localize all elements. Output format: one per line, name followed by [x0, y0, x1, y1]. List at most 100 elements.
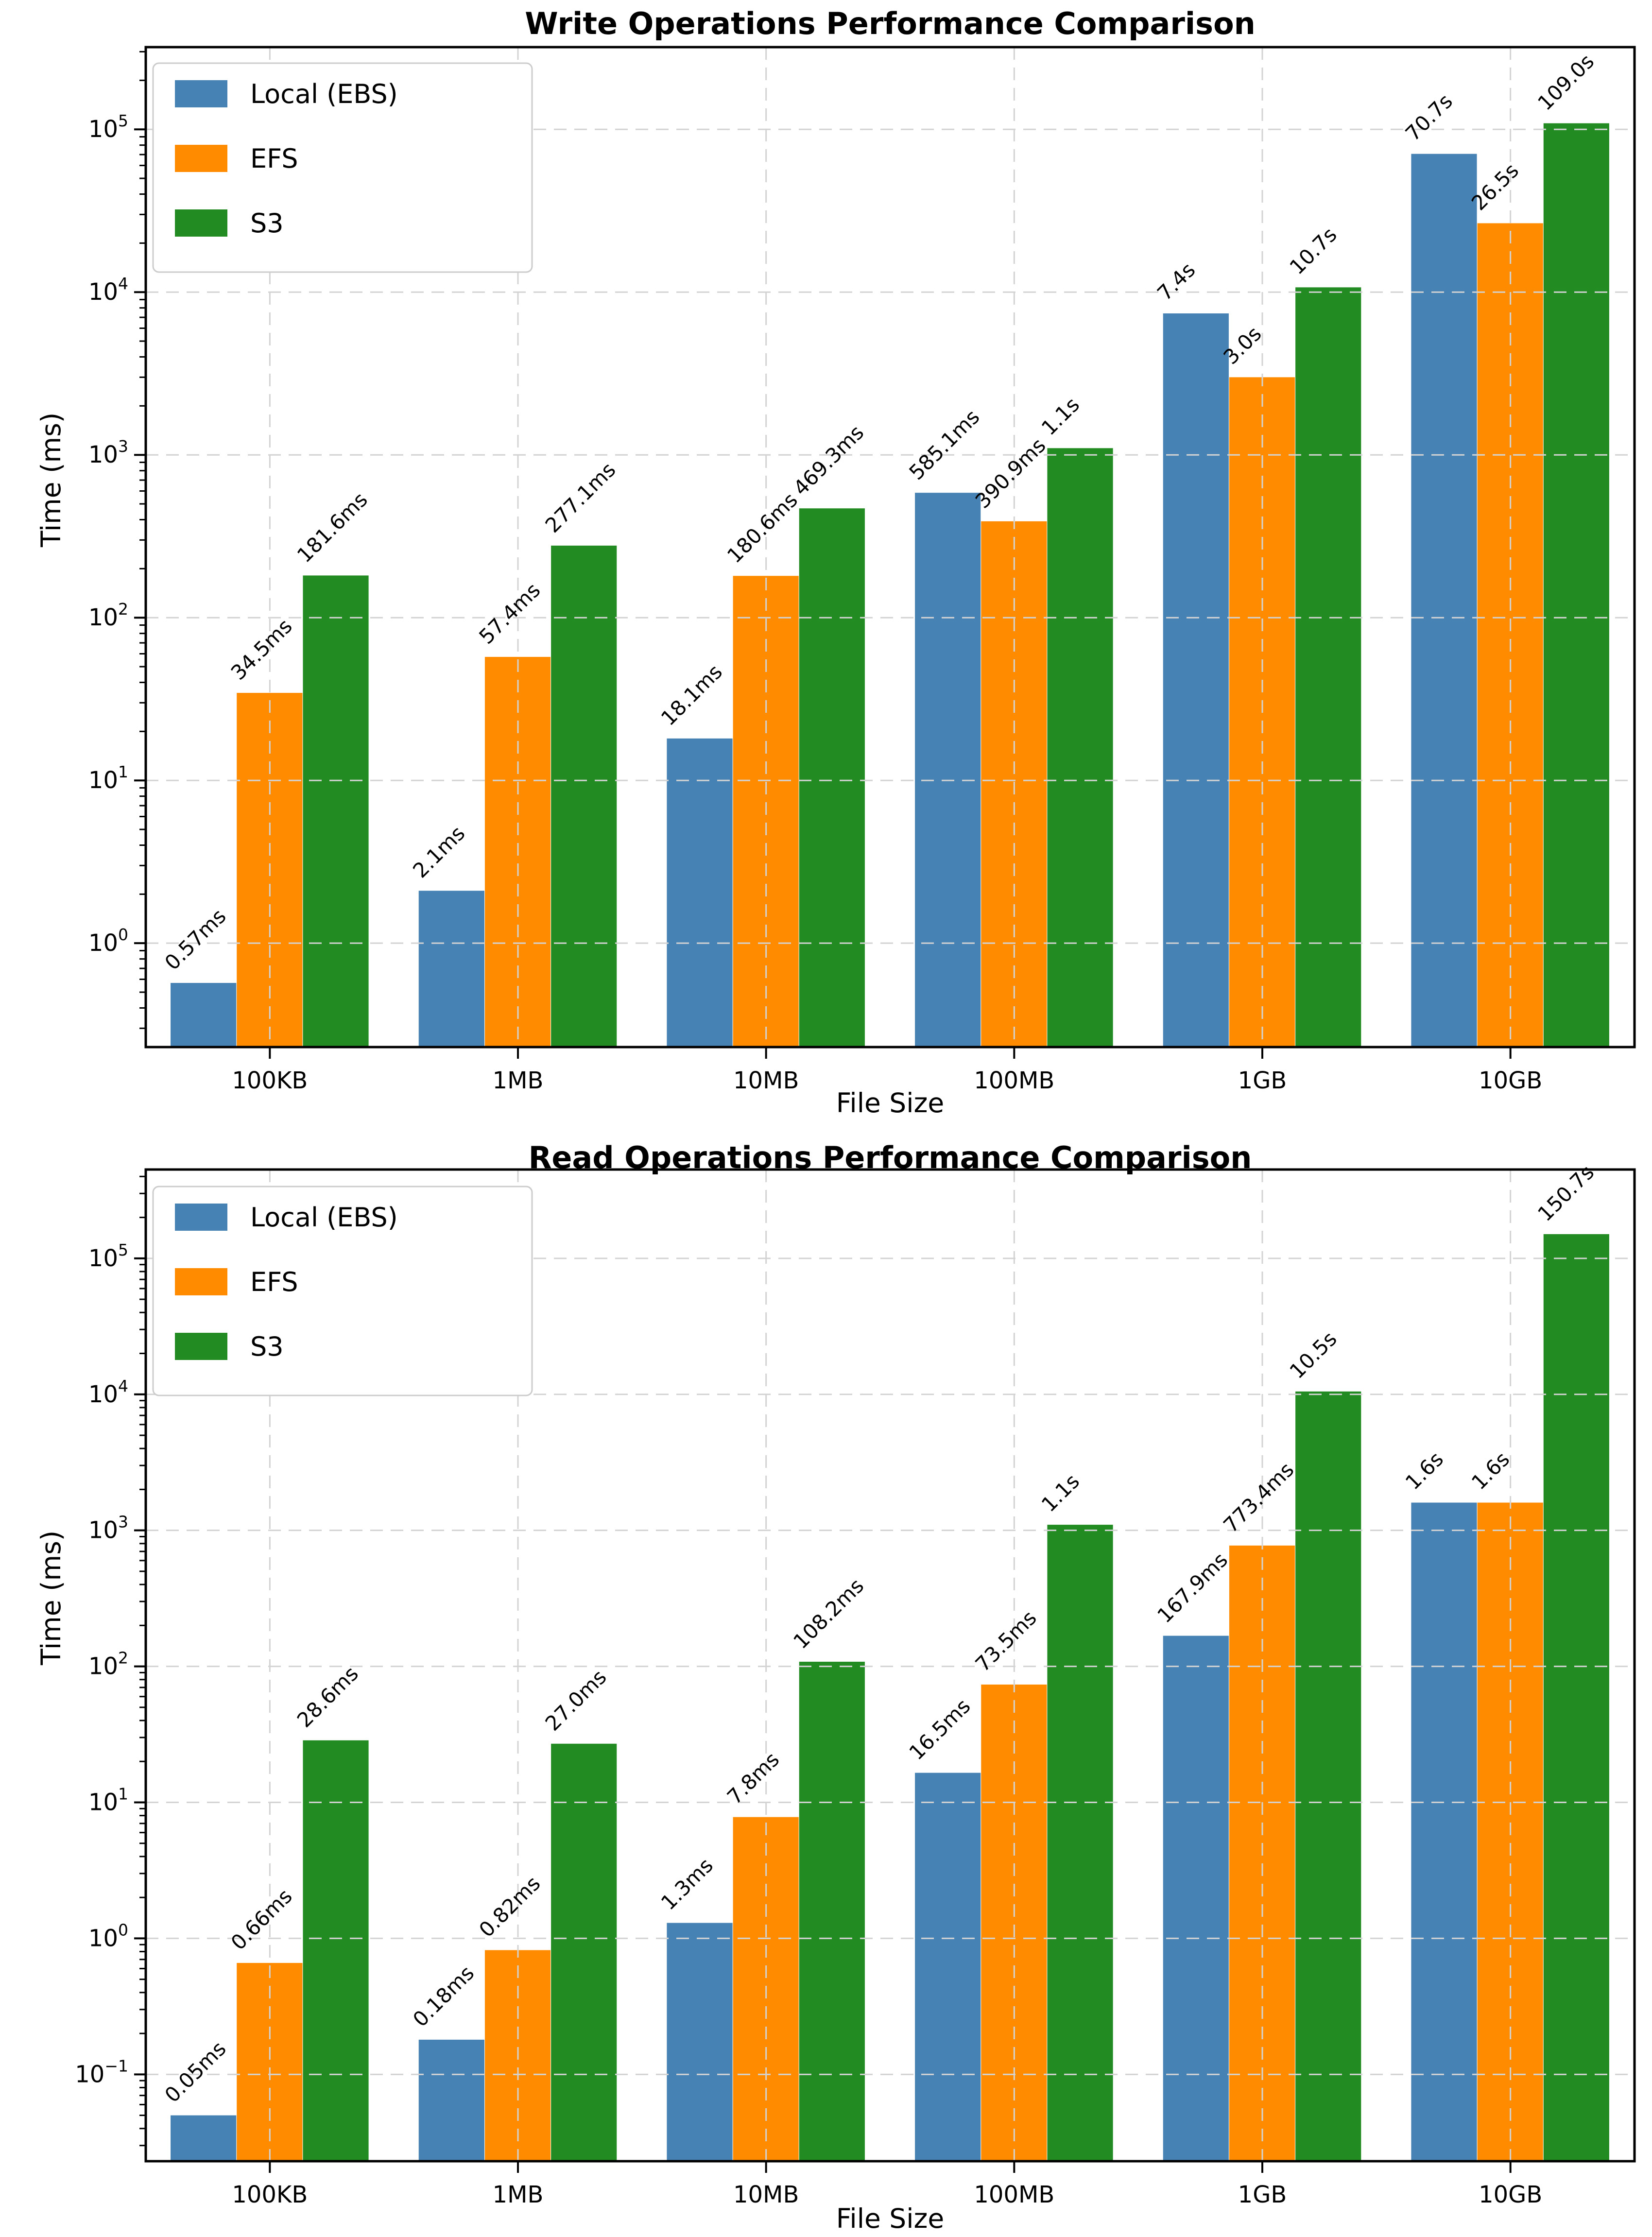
bar-value-label: 585.1ms [904, 405, 984, 484]
bar-s3-10mb [799, 508, 865, 1047]
bar-s3-1gb [1295, 1391, 1361, 2161]
bar-value-label: 0.57ms [160, 904, 230, 975]
bar-value-label: 109.0s [1533, 50, 1599, 115]
bar-s3-1mb [551, 1743, 617, 2161]
bar-value-label: 1.1s [1037, 1469, 1084, 1516]
bar-value-label: 0.05ms [160, 2036, 230, 2107]
bar-local-ebs--1mb [418, 2039, 484, 2161]
legend-label: EFS [250, 1267, 298, 1297]
bar-local-ebs--1gb [1163, 313, 1229, 1047]
y-tick-label: 103 [88, 1513, 128, 1544]
x-tick-label: 100MB [974, 1067, 1054, 1094]
legend-swatch [175, 1268, 227, 1295]
bar-s3-100mb [1047, 448, 1113, 1047]
bar-value-label: 181.6ms [293, 487, 372, 567]
bar-value-label: 773.4ms [1219, 1458, 1298, 1537]
bar-s3-10mb [799, 1662, 865, 2161]
plot-frame [144, 1168, 1636, 2163]
bar-s3-10gb [1543, 1234, 1609, 2161]
write-plot-area: 0.57ms 2.1ms 18.1ms 585.1ms 7.4s 70.7s 34.5ms 5… [88, 46, 1636, 1094]
bar-value-label: 0.66ms [226, 1884, 297, 1955]
legend-box [152, 1186, 533, 1396]
bar-local-ebs--10gb [1411, 1502, 1477, 2161]
legend-label: S3 [250, 208, 284, 239]
bar-value-label: 1.6s [1401, 1447, 1448, 1494]
x-tick-label: 10MB [733, 2181, 799, 2208]
bar-value-label: 34.5ms [226, 614, 297, 685]
chart-title: Read Operations Performance Comparison [528, 1140, 1252, 1175]
bar-local-ebs--100mb [915, 493, 981, 1047]
y-tick-label: 104 [88, 274, 128, 306]
y-tick-label: 101 [88, 762, 128, 794]
legend-label: S3 [250, 1331, 284, 1362]
bar-value-label: 180.6ms [723, 488, 802, 568]
legend-swatch [175, 209, 227, 237]
x-tick-label: 10GB [1479, 1067, 1542, 1094]
x-axis-label: File Size [836, 2203, 945, 2234]
bar-value-label: 390.9ms [971, 433, 1050, 513]
legend-swatch [175, 80, 227, 107]
bar-value-label: 1.1s [1037, 393, 1084, 440]
read-plot-area: 0.05ms 0.18ms 1.3ms 16.5ms 167.9ms 1.6s 0.66ms… [75, 1160, 1636, 2208]
bar-local-ebs--10mb [667, 1923, 733, 2161]
axes-layer [134, 1168, 1636, 2173]
bar-value-label: 7.4s [1153, 258, 1200, 305]
y-tick-label: 100 [88, 1920, 128, 1952]
bar-value-label: 16.5ms [904, 1694, 975, 1765]
bar-local-ebs--1gb [1163, 1635, 1229, 2161]
legend-label: Local (EBS) [250, 1202, 398, 1233]
bars-layer [171, 1234, 1609, 2161]
bars-layer [171, 123, 1609, 1048]
bar-s3-100mb [1047, 1525, 1113, 2161]
legend: Local (EBS) EFS S3 [152, 62, 533, 273]
bar-value-label: 7.8ms [723, 1747, 784, 1808]
read-operations-chart: 0.05ms 0.18ms 1.3ms 16.5ms 167.9ms 1.6s 0.66ms… [0, 1118, 1652, 2237]
x-tick-label: 100KB [232, 1067, 308, 1094]
bar-value-label: 0.82ms [474, 1871, 545, 1942]
bar-value-label: 18.1ms [656, 660, 727, 730]
y-tick-label: 101 [88, 1785, 128, 1816]
bar-value-label: 28.6ms [293, 1662, 363, 1732]
legend-swatch [175, 145, 227, 172]
y-tick-label: 103 [88, 437, 128, 468]
bar-s3-100kb [303, 575, 369, 1047]
bar-s3-100kb [303, 1740, 369, 2161]
y-tick-label: 102 [88, 600, 128, 631]
y-tick-label: 105 [88, 1240, 128, 1272]
legend-label: Local (EBS) [250, 79, 398, 109]
chart-title: Write Operations Performance Comparison [525, 6, 1256, 41]
legend-box [152, 62, 533, 273]
x-tick-label: 1MB [493, 2181, 544, 2208]
bar-value-label: 10.5s [1285, 1327, 1342, 1383]
legend-swatch [175, 1333, 227, 1360]
x-tick-label: 10MB [733, 1067, 799, 1094]
grid-layer [146, 47, 1635, 1047]
x-tick-label: 1GB [1238, 1067, 1287, 1094]
x-tick-label: 10GB [1479, 2181, 1542, 2208]
bar-value-label: 167.9ms [1153, 1548, 1232, 1628]
bar-value-label: 2.1ms [408, 821, 469, 882]
bar-s3-1gb [1295, 287, 1361, 1047]
x-tick-label: 1GB [1238, 2181, 1287, 2208]
y-tick-label: 100 [88, 925, 128, 957]
bar-efs-10gb [1477, 223, 1543, 1047]
bar-value-label: 57.4ms [474, 578, 545, 649]
legend-label: EFS [250, 143, 298, 174]
bar-value-label: 469.3ms [789, 420, 868, 500]
write-operations-chart: 0.57ms 2.1ms 18.1ms 585.1ms 7.4s 70.7s 34.5ms 5… [0, 0, 1652, 1118]
legend-swatch [175, 1204, 227, 1231]
y-tick-label: 105 [88, 111, 128, 143]
bar-local-ebs--10mb [667, 738, 733, 1047]
bar-value-label: 277.1ms [541, 458, 620, 537]
bar-value-label: 0.18ms [408, 1961, 479, 2031]
axes-layer [134, 46, 1636, 1059]
bar-value-label: 70.7s [1401, 89, 1457, 145]
bar-local-ebs--10gb [1411, 154, 1477, 1047]
bar-local-ebs--100kb [171, 982, 237, 1047]
bar-local-ebs--100kb [171, 2115, 237, 2161]
x-tick-label: 1MB [493, 1067, 544, 1094]
bar-s3-1mb [551, 545, 617, 1047]
bar-value-label: 27.0ms [541, 1665, 611, 1736]
bar-value-label: 1.6s [1467, 1447, 1514, 1494]
